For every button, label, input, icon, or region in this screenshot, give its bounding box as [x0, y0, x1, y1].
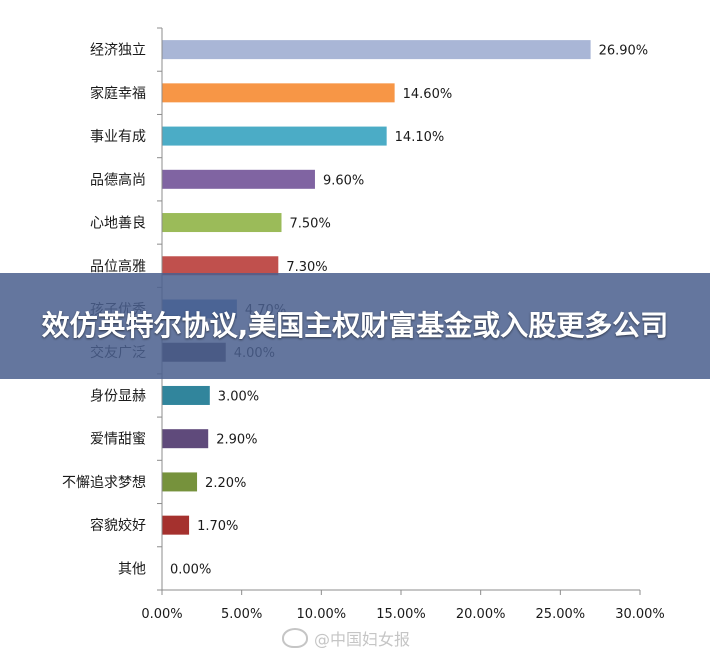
value-label: 3.00%: [218, 389, 259, 404]
category-label: 其他: [118, 561, 146, 577]
category-label: 容貌姣好: [90, 517, 146, 534]
value-label: 7.50%: [290, 217, 331, 232]
x-tick-label: 25.00%: [536, 607, 586, 622]
category-label: 不懈追求梦想: [62, 474, 146, 491]
value-label: 2.90%: [216, 433, 257, 448]
weibo-logo-icon: [282, 628, 308, 648]
category-label: 经济独立: [90, 43, 146, 59]
bar-0: [162, 40, 591, 60]
category-label: 心地善良: [90, 216, 146, 232]
bar-3: [162, 169, 315, 189]
category-label: 身份显赫: [90, 388, 146, 404]
value-label: 14.60%: [403, 87, 453, 102]
value-label: 7.30%: [286, 260, 327, 275]
headline-title: 效仿英特尔协议,美国主权财富基金或入股更多公司: [41, 309, 669, 342]
value-label: 26.90%: [599, 44, 649, 59]
headline-banner: 效仿英特尔协议,美国主权财富基金或入股更多公司: [0, 273, 710, 379]
category-label: 事业有成: [90, 129, 146, 145]
watermark-text: @中国妇女报: [314, 630, 411, 649]
x-tick-label: 15.00%: [376, 607, 426, 622]
x-tick-label: 0.00%: [141, 607, 182, 622]
value-label: 14.10%: [395, 130, 445, 145]
bar-1: [162, 83, 395, 103]
value-label: 9.60%: [323, 173, 364, 188]
bar-4: [162, 213, 282, 233]
category-label: 家庭幸福: [90, 85, 146, 102]
category-label: 爱情甜蜜: [90, 432, 146, 448]
x-tick-label: 10.00%: [297, 607, 347, 622]
bar-9: [162, 429, 209, 449]
value-label: 1.70%: [197, 519, 238, 534]
x-tick-label: 30.00%: [615, 607, 665, 622]
bar-11: [162, 515, 190, 535]
bar-5: [162, 256, 279, 276]
category-label: 品德高尚: [90, 171, 146, 188]
value-label: 0.00%: [170, 562, 211, 577]
bar-2: [162, 126, 387, 146]
watermark: @中国妇女报: [282, 626, 410, 650]
x-tick-label: 5.00%: [221, 607, 262, 622]
bar-8: [162, 385, 210, 405]
bar-10: [162, 472, 198, 492]
category-label: 品位高雅: [90, 258, 146, 275]
x-tick-label: 20.00%: [456, 607, 506, 622]
value-label: 2.20%: [205, 476, 246, 491]
